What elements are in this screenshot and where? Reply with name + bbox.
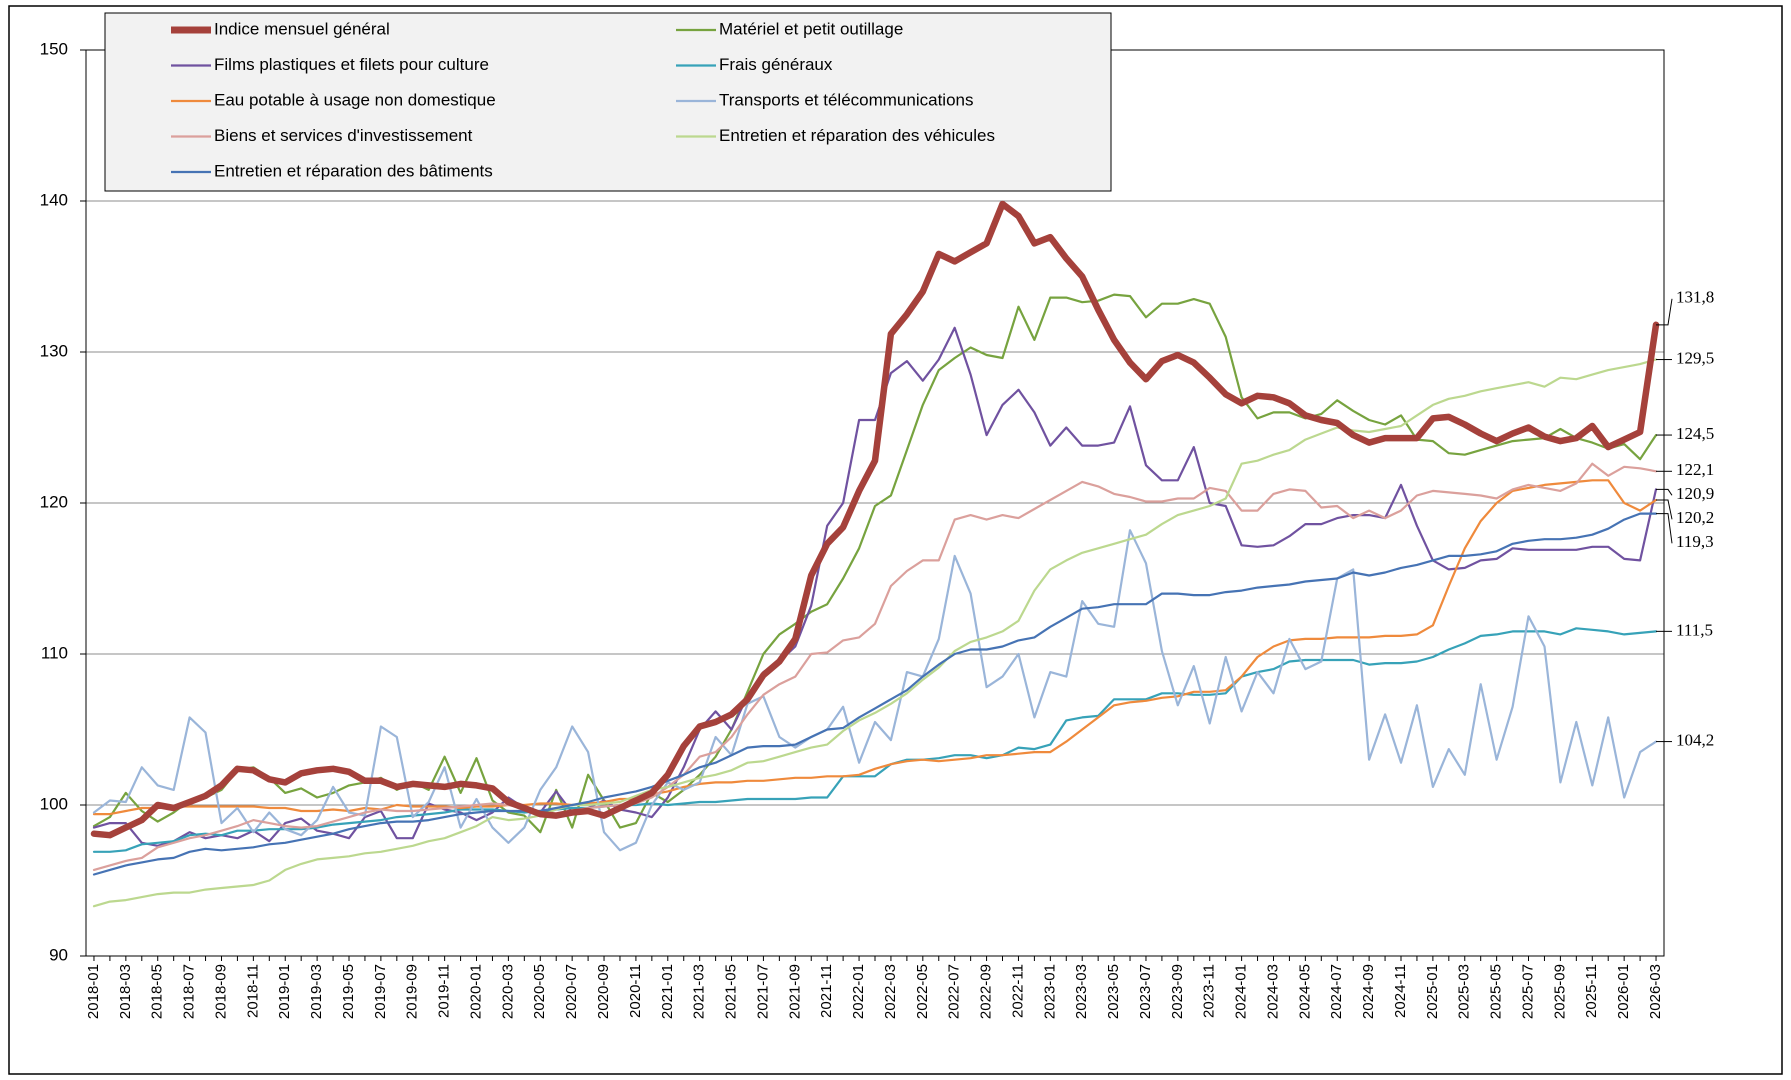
- legend-label: Films plastiques et filets pour culture: [214, 55, 489, 74]
- x-tick-label: 2019-11: [436, 964, 453, 1018]
- x-tick-label: 2022-03: [882, 964, 899, 1019]
- x-tick-label: 2022-11: [1009, 964, 1026, 1018]
- legend-box: [104, 12, 1112, 192]
- series-line: [92, 326, 1658, 847]
- x-tick-label: 2019-05: [340, 964, 357, 1019]
- x-tick-label: 2020-07: [563, 964, 580, 1019]
- legend-label: Indice mensuel général: [214, 19, 390, 38]
- legend-label: Entretien et réparation des véhicules: [719, 126, 995, 145]
- x-tick-label: 2019-03: [308, 964, 325, 1019]
- y-tick-label: 90: [49, 945, 68, 964]
- x-tick-label: 2024-07: [1328, 964, 1345, 1019]
- x-tick-label: 2021-11: [818, 964, 835, 1018]
- x-tick-label: 2023-01: [1041, 964, 1058, 1019]
- end-label: 104,2: [1676, 730, 1714, 749]
- series-line: [92, 512, 1658, 876]
- end-label: 120,9: [1676, 484, 1714, 503]
- x-tick-label: 2021-07: [754, 964, 771, 1019]
- x-tick-label: 2019-07: [372, 964, 389, 1019]
- end-label: 129,5: [1676, 348, 1714, 367]
- x-tick-label: 2025-11: [1583, 964, 1600, 1018]
- series-line: [92, 529, 1658, 852]
- x-tick-label: 2020-03: [499, 964, 516, 1019]
- x-tick-label: 2024-09: [1360, 964, 1377, 1019]
- label-leader: [1656, 298, 1673, 326]
- end-label: 131,8: [1676, 288, 1714, 307]
- x-tick-label: 2026-01: [1615, 964, 1632, 1019]
- legend-label: Entretien et réparation des bâtiments: [214, 161, 493, 180]
- x-tick-label: 2025-01: [1424, 964, 1441, 1019]
- x-tick-label: 2018-11: [244, 964, 261, 1018]
- y-tick-label: 130: [40, 341, 68, 360]
- series-line: [92, 479, 1658, 816]
- x-tick-label: 2026-03: [1647, 964, 1664, 1019]
- x-tick-label: 2023-05: [1105, 964, 1122, 1019]
- x-tick-label: 2020-05: [531, 964, 548, 1019]
- y-tick-label: 150: [40, 39, 68, 58]
- lines: [90, 200, 1660, 908]
- legend-label: Eau potable à usage non domestique: [214, 90, 496, 109]
- x-tick-label: 2022-09: [978, 964, 995, 1019]
- x-tick-label: 2023-11: [1201, 964, 1218, 1018]
- x-tick-label: 2022-05: [914, 964, 931, 1019]
- x-tick-label: 2019-01: [276, 964, 293, 1019]
- x-tick-label: 2020-11: [627, 964, 644, 1018]
- y-tick-label: 110: [41, 643, 68, 662]
- legend-label: Transports et télécommunications: [719, 90, 973, 109]
- x-tick-label: 2020-09: [595, 964, 612, 1019]
- series-line: [92, 462, 1658, 871]
- x-tick-label: 2018-01: [85, 964, 102, 1019]
- y-tick-label: 100: [40, 794, 68, 813]
- label-leader: [1656, 513, 1673, 544]
- x-tick-label: 2018-05: [149, 964, 166, 1019]
- series-line: [92, 358, 1658, 908]
- x-tick-label: 2025-07: [1519, 964, 1536, 1019]
- end-label: 119,3: [1676, 532, 1714, 551]
- x-tick-label: 2018-09: [212, 964, 229, 1019]
- end-labels: 131,8 129,5 124,5 122,1 120,9 120,2 119,3 111,5…: [1656, 288, 1714, 749]
- series-line: [92, 627, 1658, 853]
- x-tick-label: 2021-05: [723, 964, 740, 1019]
- legend-label: Frais généraux: [719, 55, 833, 74]
- x-tick-label: 2018-03: [117, 964, 134, 1019]
- end-label: 120,2: [1676, 508, 1714, 527]
- label-leader: [1656, 488, 1673, 496]
- legend-label: Biens et services d'investissement: [214, 126, 473, 145]
- x-tick-label: 2023-09: [1169, 964, 1186, 1019]
- label-leader: [1656, 499, 1673, 520]
- x-tick-label: 2021-09: [786, 964, 803, 1019]
- x-tick-label: 2019-09: [404, 964, 421, 1019]
- legend-label: Matériel et petit outillage: [719, 19, 903, 38]
- x-tick-label: 2024-03: [1264, 964, 1281, 1019]
- x-tick-label: 2018-07: [181, 964, 198, 1019]
- y-tick-label: 120: [40, 492, 68, 511]
- x-tick-label: 2022-07: [946, 964, 963, 1019]
- x-tick-label: 2024-01: [1233, 964, 1250, 1019]
- x-tick-label: 2020-01: [467, 964, 484, 1019]
- end-label: 124,5: [1676, 424, 1714, 443]
- x-tick-label: 2024-05: [1296, 964, 1313, 1019]
- x-tick-label: 2023-03: [1073, 964, 1090, 1019]
- end-label: 122,1: [1676, 460, 1714, 479]
- series-line: [90, 200, 1660, 839]
- x-tick-label: 2021-03: [691, 964, 708, 1019]
- x-tick-label: 2025-03: [1456, 964, 1473, 1019]
- y-tick-label: 140: [40, 190, 68, 209]
- axes: 90 100 110 120 130 140 150 2018-01 2018-03 2018-0…: [40, 39, 1664, 1019]
- x-tick-label: 2023-07: [1137, 964, 1154, 1019]
- end-label: 111,5: [1676, 620, 1713, 639]
- x-tick-label: 2022-01: [850, 964, 867, 1019]
- x-tick-label: 2021-01: [659, 964, 676, 1019]
- legend: Indice mensuel général Matériel et petit …: [104, 12, 1112, 192]
- series-line: [92, 293, 1658, 834]
- x-tick-label: 2024-11: [1392, 964, 1409, 1018]
- x-tick-label: 2025-05: [1488, 964, 1505, 1019]
- x-tick-label: 2025-09: [1551, 964, 1568, 1019]
